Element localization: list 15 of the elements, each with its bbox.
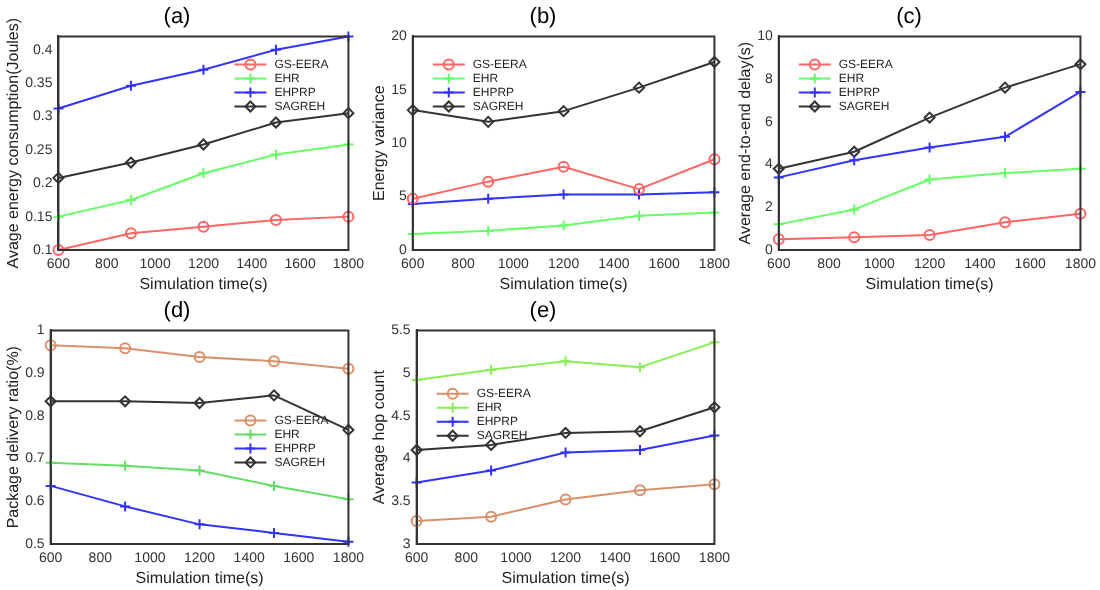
x-axis-title: Simulation time(s)	[501, 568, 631, 587]
x-axis-title: Simulation time(s)	[499, 274, 629, 293]
chart-title: (a)	[163, 5, 191, 30]
chart-title: (b)	[529, 5, 557, 30]
y-axis-title: Avage energy consumption(Joules)	[4, 17, 23, 269]
chart-title: (e)	[529, 299, 557, 324]
y-axis-title: Energy variance	[370, 84, 389, 202]
x-axis-title: Simulation time(s)	[139, 274, 269, 293]
x-axis-title: Simulation time(s)	[135, 568, 265, 587]
chart-title: (c)	[896, 5, 922, 30]
y-axis-title: Average end-to-end delay(s)	[736, 41, 755, 245]
y-axis-title: Average hop count	[370, 368, 389, 505]
x-axis-title: Simulation time(s)	[865, 274, 995, 293]
chart-title: (d)	[163, 299, 191, 324]
y-axis-title: Package delivery ratio(%)	[4, 345, 23, 529]
